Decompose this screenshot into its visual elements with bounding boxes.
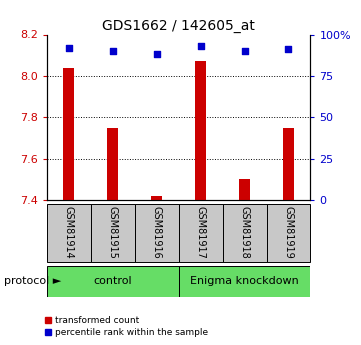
Point: [198, 43, 204, 49]
Bar: [107, 128, 118, 200]
Point: [286, 47, 291, 52]
Text: control: control: [93, 276, 132, 286]
Point: [242, 48, 248, 54]
Bar: [179, 266, 310, 297]
Legend: transformed count, percentile rank within the sample: transformed count, percentile rank withi…: [41, 313, 212, 341]
Text: GSM81916: GSM81916: [152, 207, 162, 259]
Text: GSM81917: GSM81917: [196, 206, 206, 259]
Bar: [239, 179, 250, 200]
Bar: [91, 204, 135, 262]
Bar: [135, 204, 179, 262]
Point: [66, 45, 72, 50]
Bar: [266, 204, 310, 262]
Bar: [283, 128, 294, 200]
Point: [110, 48, 116, 54]
Bar: [195, 61, 206, 200]
Bar: [151, 196, 162, 200]
Bar: [223, 204, 266, 262]
Text: Enigma knockdown: Enigma knockdown: [190, 276, 299, 286]
Title: GDS1662 / 142605_at: GDS1662 / 142605_at: [102, 19, 255, 33]
Bar: [64, 68, 74, 200]
Text: GSM81915: GSM81915: [108, 206, 118, 259]
Bar: [179, 204, 223, 262]
Text: GSM81919: GSM81919: [283, 207, 293, 259]
Text: protocol ►: protocol ►: [4, 276, 61, 286]
Point: [154, 52, 160, 57]
Text: GSM81914: GSM81914: [64, 207, 74, 259]
Text: GSM81918: GSM81918: [240, 207, 249, 259]
Bar: [47, 266, 179, 297]
Bar: [47, 204, 91, 262]
